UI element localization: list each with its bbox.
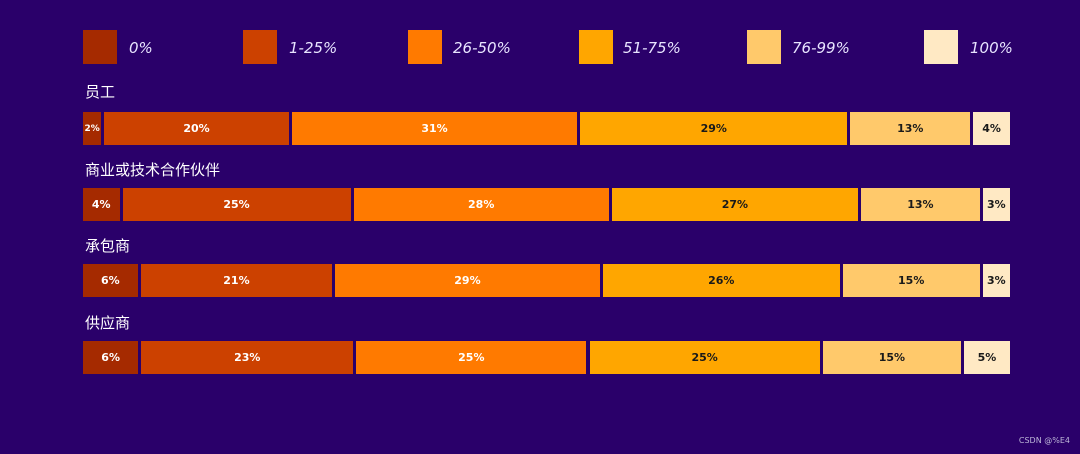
bar-segment: 31%	[291, 112, 578, 145]
bar-segment: 13%	[850, 112, 971, 145]
bar-segment: 20%	[104, 112, 289, 145]
row-label: 商业或技术合作伙伴	[85, 161, 221, 179]
bar-segment: 25%	[589, 341, 820, 374]
legend-label: 76-99%	[792, 39, 850, 57]
legend-swatch	[747, 30, 781, 64]
bar-segment: 28%	[353, 188, 609, 221]
legend-swatch	[579, 30, 613, 64]
legend-swatch	[408, 30, 442, 64]
legend-label: 0%	[129, 39, 153, 57]
bar-segment: 6%	[83, 264, 138, 297]
bar-segment: 23%	[141, 341, 354, 374]
bar-segment: 29%	[580, 112, 848, 145]
row-label: 供应商	[85, 314, 131, 332]
bar-segment: 4%	[973, 112, 1010, 145]
bar-segment: 25%	[122, 188, 351, 221]
legend-label: 100%	[970, 39, 1013, 57]
bar-segment: 4%	[83, 188, 120, 221]
bar-segment: 6%	[83, 341, 139, 374]
legend-swatch	[243, 30, 277, 64]
bar-segment: 26%	[602, 264, 840, 297]
bar-segment: 3%	[982, 188, 1010, 221]
bar-segment: 15%	[822, 341, 961, 374]
watermark: CSDN @%E4	[1018, 436, 1070, 445]
bar-segment: 5%	[963, 341, 1010, 374]
bar-segment: 3%	[982, 264, 1010, 297]
legend-swatch	[924, 30, 958, 64]
legend-label: 26-50%	[453, 39, 511, 57]
legend-label: 1-25%	[289, 39, 338, 57]
bar-segment: 29%	[335, 264, 600, 297]
bar-segment: 13%	[861, 188, 980, 221]
bar-segment: 21%	[140, 264, 333, 297]
bar-segment: 27%	[611, 188, 858, 221]
legend-swatch	[83, 30, 117, 64]
row-label: 承包商	[85, 237, 131, 255]
bar-segment: 2%	[83, 112, 102, 145]
legend-label: 51-75%	[623, 39, 681, 57]
bar-segment: 25%	[356, 341, 587, 374]
bar-segment: 15%	[842, 264, 980, 297]
row-label: 员工	[85, 83, 116, 101]
